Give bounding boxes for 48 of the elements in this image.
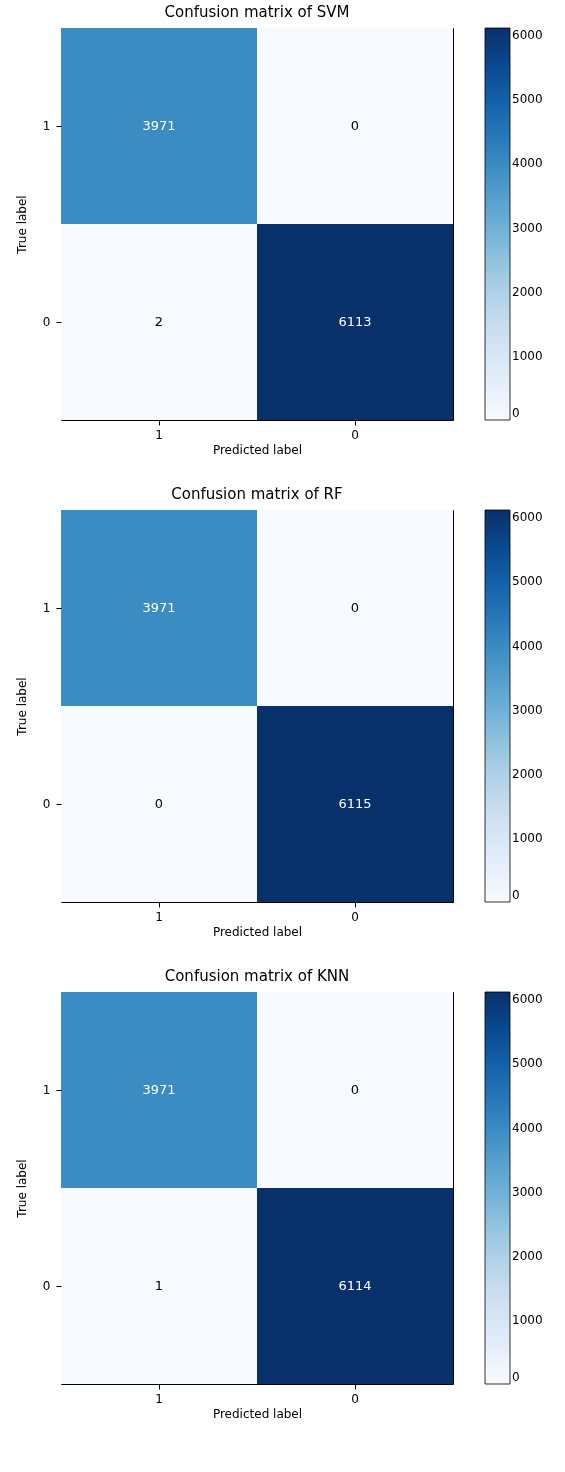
y-tick-label: 0 (42, 1279, 51, 1293)
data-label: 0 (350, 118, 360, 133)
data-label: 0 (350, 600, 360, 615)
color-bar-label: 1000 (512, 1312, 543, 1327)
y-tick-label: 1 (42, 1083, 51, 1097)
x-axis-title: Predicted label (212, 1406, 303, 1421)
color-bar-label: 2000 (512, 766, 543, 781)
color-bar-label: 6000 (512, 28, 543, 43)
y-tick-label: 0 (42, 797, 51, 811)
color-bar-label: 0 (512, 888, 520, 902)
color-bar-label: 5000 (512, 92, 543, 107)
data-label: 6113 (338, 314, 372, 329)
chart-title: Confusion matrix of RF (171, 485, 343, 503)
data-label: 3971 (142, 600, 176, 615)
color-bar-label: 1000 (512, 830, 543, 845)
data-label: 3971 (142, 1082, 176, 1097)
y-axis-title: True label (14, 195, 29, 255)
color-bar-label: 5000 (512, 574, 543, 589)
data-label: 3971 (142, 118, 176, 133)
y-axis-title: True label (14, 677, 29, 737)
color-bar-label: 2000 (512, 284, 543, 299)
color-bar-label: 6000 (512, 510, 543, 525)
color-bar-label: 6000 (512, 992, 543, 1007)
color-bar-label: 1000 (512, 348, 543, 363)
data-label: 6114 (338, 1278, 372, 1293)
color-bar-label: 4000 (512, 638, 543, 653)
color-bar-label: 3000 (512, 1184, 543, 1199)
data-label: 0 (350, 1082, 360, 1097)
x-axis-title: Predicted label (212, 924, 303, 939)
data-label: 2 (154, 314, 164, 329)
color-bar-label: 0 (512, 1370, 520, 1384)
color-bar-label: 5000 (512, 1056, 543, 1071)
color-bar-label: 3000 (512, 702, 543, 717)
y-tick-label: 0 (42, 315, 51, 329)
color-bar-label: 4000 (512, 156, 543, 171)
x-axis-title: Predicted label (212, 442, 303, 457)
data-label: 1 (154, 1278, 164, 1293)
color-bar-label: 4000 (512, 1120, 543, 1135)
y-axis-title: True label (14, 1159, 29, 1219)
chart-title: Confusion matrix of SVM (164, 3, 350, 21)
chart-title: Confusion matrix of KNN (164, 967, 350, 985)
color-bar-label: 0 (512, 406, 520, 420)
y-tick-label: 1 (42, 601, 51, 615)
y-tick-label: 1 (42, 119, 51, 133)
data-label: 6115 (338, 796, 372, 811)
color-bar-label: 2000 (512, 1248, 543, 1263)
color-bar-label: 3000 (512, 220, 543, 235)
data-label: 0 (154, 796, 164, 811)
